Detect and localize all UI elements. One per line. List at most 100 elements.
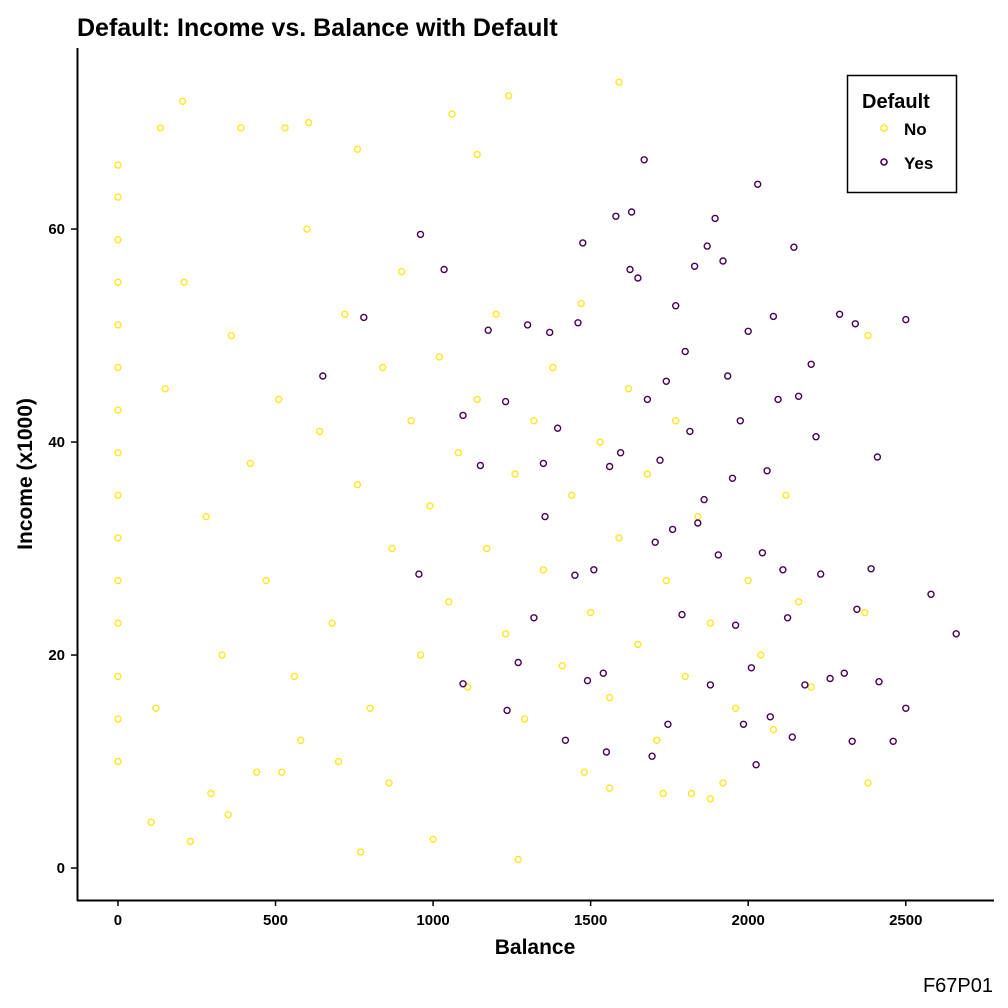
- legend-label-no: No: [904, 120, 927, 139]
- y-tick-label: 60: [48, 221, 65, 238]
- data-point-no: [114, 757, 122, 766]
- data-point-yes: [690, 262, 699, 270]
- data-point-yes: [801, 681, 809, 689]
- data-point-no: [262, 576, 270, 585]
- data-point-no: [227, 331, 236, 340]
- data-point-yes: [812, 433, 820, 441]
- data-point-yes: [541, 512, 549, 521]
- data-point-yes: [736, 417, 744, 425]
- data-point-yes: [851, 320, 859, 328]
- data-point-no: [634, 640, 642, 649]
- x-tick-label: 2000: [732, 912, 765, 929]
- data-point-no: [505, 92, 513, 100]
- data-point-yes: [788, 733, 796, 741]
- data-point-no: [659, 789, 667, 798]
- data-point-yes: [648, 752, 656, 760]
- data-point-yes: [902, 704, 910, 712]
- data-point-no: [435, 353, 444, 361]
- data-point-yes: [873, 453, 882, 461]
- data-point-yes: [602, 748, 611, 756]
- data-point-no: [558, 662, 566, 670]
- data-point-no: [156, 124, 165, 132]
- data-point-yes: [766, 713, 774, 721]
- data-point-no: [706, 795, 715, 803]
- data-point-yes: [706, 681, 715, 689]
- data-point-no: [511, 470, 519, 478]
- data-point-yes: [668, 525, 677, 534]
- data-point-no: [178, 97, 187, 106]
- x-tick-label: 2500: [889, 912, 922, 929]
- data-point-yes: [476, 461, 485, 470]
- data-point-no: [861, 608, 869, 617]
- data-point-yes: [779, 566, 787, 574]
- data-point-yes: [634, 274, 642, 282]
- data-point-yes: [711, 214, 719, 223]
- data-point-no: [577, 299, 585, 308]
- data-point-yes: [747, 664, 756, 672]
- data-point-no: [202, 512, 210, 521]
- data-point-yes: [553, 424, 562, 432]
- data-point-yes: [758, 549, 767, 557]
- data-point-no: [397, 267, 406, 276]
- data-point-yes: [656, 456, 664, 464]
- data-point-yes: [627, 208, 636, 216]
- data-point-no: [315, 427, 324, 436]
- data-point-yes: [583, 676, 592, 685]
- data-point-no: [186, 837, 195, 846]
- data-point-yes: [952, 630, 960, 638]
- data-point-no: [114, 491, 122, 499]
- data-point-yes: [694, 519, 702, 527]
- data-point-no: [237, 124, 245, 132]
- data-point-no: [224, 811, 233, 819]
- data-point-no: [290, 672, 299, 681]
- legend-box: [846, 74, 958, 194]
- data-point-yes: [783, 614, 792, 622]
- x-axis-ticks: 0 500 1000 1500 2000 2500: [114, 900, 922, 929]
- data-point-no: [681, 672, 689, 681]
- data-point-yes: [703, 242, 711, 250]
- data-point-no: [416, 651, 425, 659]
- data-point-no: [624, 385, 633, 393]
- data-point-yes: [599, 669, 607, 677]
- data-point-no: [152, 704, 160, 712]
- data-point-no: [207, 789, 215, 798]
- data-point-no: [643, 470, 652, 478]
- data-point-yes: [739, 720, 748, 728]
- data-point-no: [662, 576, 670, 585]
- data-point-no: [426, 502, 434, 510]
- data-point-no: [161, 385, 169, 393]
- data-point-no: [864, 779, 872, 787]
- data-point-yes: [902, 315, 910, 324]
- data-point-yes: [605, 462, 614, 471]
- data-point-no: [328, 619, 336, 627]
- data-point-yes: [790, 243, 798, 251]
- data-point-yes: [719, 257, 727, 265]
- data-point-yes: [763, 467, 771, 475]
- data-point-yes: [459, 680, 467, 688]
- data-point-no: [385, 779, 393, 787]
- legend-title: Default: [862, 91, 930, 113]
- data-point-yes: [700, 495, 708, 504]
- chart-title: Default: Income vs. Balance with Default: [77, 14, 558, 42]
- data-point-yes: [853, 605, 861, 613]
- data-point-no: [586, 608, 595, 617]
- data-point-no: [769, 725, 778, 734]
- data-point-yes: [574, 319, 582, 327]
- data-point-yes: [681, 347, 689, 356]
- data-point-no: [807, 683, 815, 691]
- data-point-no: [744, 576, 752, 585]
- data-point-no: [114, 278, 122, 286]
- data-point-no: [694, 512, 702, 521]
- data-point-no: [114, 672, 122, 681]
- data-point-yes: [848, 737, 856, 745]
- data-point-no: [687, 789, 696, 798]
- data-point-yes: [794, 392, 803, 400]
- data-point-no: [473, 395, 481, 404]
- data-point-no: [864, 331, 872, 340]
- data-point-yes: [612, 212, 620, 221]
- data-point-no: [672, 417, 680, 425]
- data-point-no: [794, 598, 803, 606]
- data-point-yes: [875, 678, 883, 686]
- data-point-no: [252, 768, 261, 776]
